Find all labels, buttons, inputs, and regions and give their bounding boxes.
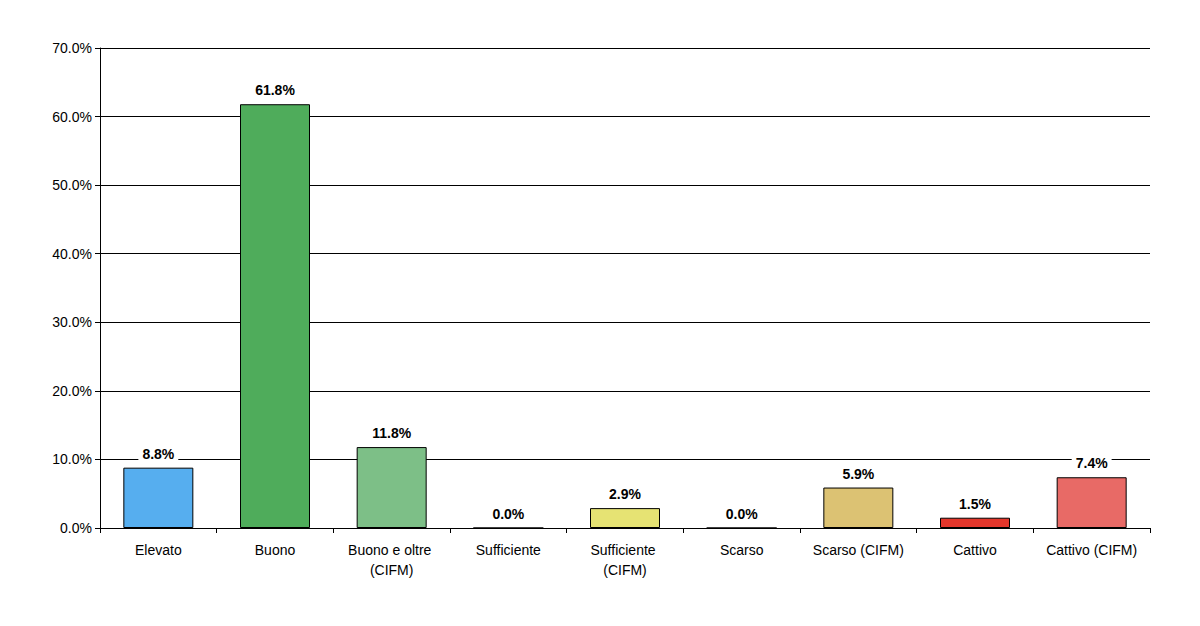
svg-text:0.0%: 0.0%: [726, 506, 758, 522]
svg-text:8.8%: 8.8%: [142, 446, 174, 462]
svg-text:Cattivo (CIFM): Cattivo (CIFM): [1046, 542, 1137, 558]
svg-text:Sufficiente: Sufficiente: [590, 542, 659, 558]
svg-text:0.0%: 0.0%: [60, 520, 92, 536]
svg-text:Scarso: Scarso: [720, 542, 764, 558]
svg-text:11.8%: 11.8%: [372, 425, 411, 441]
svg-text:0.0%: 0.0%: [492, 506, 524, 522]
svg-text:40.0%: 40.0%: [52, 246, 92, 262]
svg-text:70.0%: 70.0%: [52, 40, 92, 56]
svg-text:7.4%: 7.4%: [1076, 455, 1108, 471]
svg-text:2.9%: 2.9%: [609, 486, 641, 502]
svg-text:50.0%: 50.0%: [52, 177, 92, 193]
svg-text:5.9%: 5.9%: [842, 466, 874, 482]
svg-text:60.0%: 60.0%: [52, 109, 92, 125]
svg-text:20.0%: 20.0%: [52, 383, 92, 399]
svg-text:61.8%: 61.8%: [255, 82, 295, 98]
svg-text:Elevato: Elevato: [135, 542, 182, 558]
svg-text:Buono e oltre: Buono e oltre: [348, 542, 435, 558]
svg-text:Buono: Buono: [255, 542, 296, 558]
svg-text:Cattivo: Cattivo: [953, 542, 997, 558]
svg-text:Sufficiente: Sufficiente: [476, 542, 541, 558]
svg-text:30.0%: 30.0%: [52, 314, 92, 330]
svg-text:(CIFM): (CIFM): [370, 562, 414, 578]
svg-text:10.0%: 10.0%: [52, 451, 92, 467]
svg-text:(CIFM): (CIFM): [603, 562, 647, 578]
svg-text:Scarso (CIFM): Scarso (CIFM): [813, 542, 904, 558]
svg-text:1.5%: 1.5%: [959, 496, 991, 512]
